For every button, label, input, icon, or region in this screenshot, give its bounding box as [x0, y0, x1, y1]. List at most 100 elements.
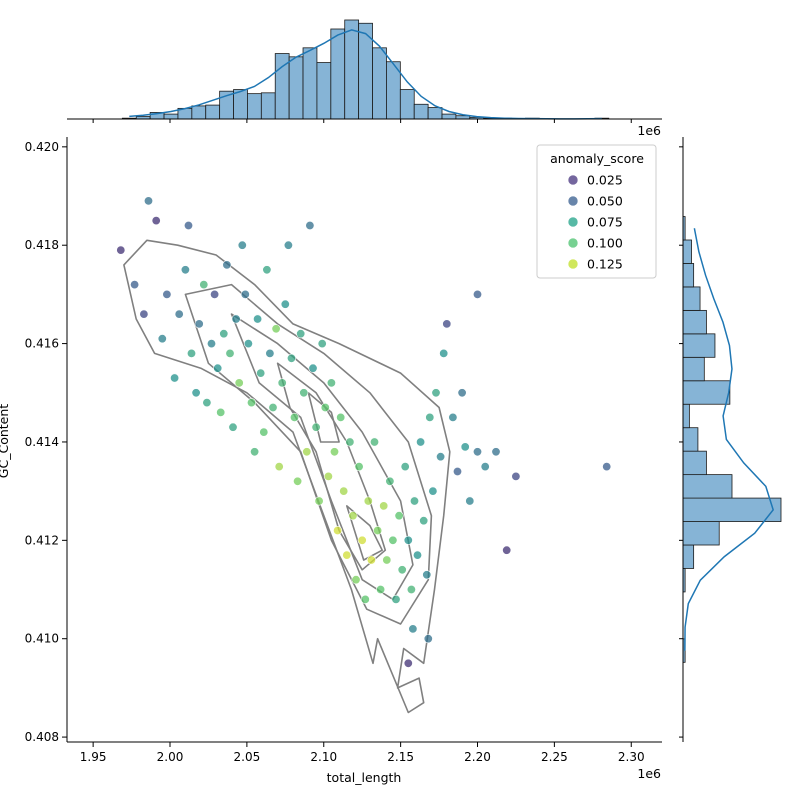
- scatter-point: [320, 402, 330, 412]
- x-axis-label: total_length: [327, 770, 402, 785]
- scatter-point: [602, 462, 612, 472]
- scatter-point: [385, 476, 395, 486]
- kde-contour: [307, 392, 340, 443]
- scatter-point: [262, 265, 272, 275]
- x-tick-label: 2.00: [157, 750, 184, 764]
- scatter-point: [299, 388, 309, 398]
- legend-title: anomaly_score: [550, 151, 644, 166]
- scatter-point: [376, 584, 386, 594]
- scatter-point: [219, 329, 229, 339]
- scatter-point: [277, 378, 287, 388]
- x-tick-label: 2.15: [387, 750, 414, 764]
- scatter-point: [480, 462, 490, 472]
- scatter-point: [250, 447, 260, 457]
- legend-label: 0.050: [587, 194, 623, 209]
- scatter-point: [391, 594, 401, 604]
- y-tick-label: 0.418: [25, 238, 59, 252]
- scatter-point: [339, 486, 349, 496]
- scatter-point: [326, 378, 336, 388]
- scatter-point: [403, 535, 413, 545]
- y-hist-bar: [682, 239, 692, 264]
- y-hist-bar: [682, 427, 699, 452]
- scatter-point: [308, 363, 318, 373]
- scatter-point: [317, 339, 327, 349]
- legend-frame: [536, 144, 657, 279]
- scatter-point: [472, 289, 482, 299]
- y-hist-bar: [682, 544, 695, 569]
- scatter-point: [191, 388, 201, 398]
- scatter-point: [151, 216, 161, 226]
- scatter-point: [472, 447, 482, 457]
- scatter-point: [419, 516, 429, 526]
- scatter-points: [116, 196, 612, 668]
- scatter-point: [231, 314, 241, 324]
- y-hist-bar: [682, 380, 731, 405]
- scatter-point: [296, 329, 306, 339]
- marginal-x-offset-label: 1e6: [637, 123, 661, 138]
- y-tick-label: 0.408: [25, 730, 59, 744]
- scatter-point: [243, 339, 253, 349]
- scatter-point: [366, 555, 376, 565]
- x-hist-bar: [260, 92, 276, 120]
- y-hist-bar: [682, 333, 716, 358]
- scatter-point: [187, 348, 197, 358]
- kde-contour: [123, 239, 451, 714]
- scatter-point: [369, 437, 379, 447]
- scatter-point: [274, 462, 284, 472]
- scatter-point: [311, 422, 321, 432]
- scatter-point: [283, 240, 293, 250]
- y-hist-bar: [682, 309, 707, 335]
- scatter-point: [342, 550, 352, 560]
- scatter-point: [363, 496, 373, 506]
- scatter-point: [240, 289, 250, 299]
- x-hist-bar: [330, 28, 346, 120]
- legend-label: 0.100: [587, 236, 623, 251]
- y-kde-line: [684, 228, 774, 651]
- x-tick-label: 2.10: [310, 750, 337, 764]
- x-hist-bar: [316, 62, 332, 120]
- x-hist-bar: [413, 103, 429, 120]
- kde-contour: [184, 283, 433, 625]
- legend-marker: [567, 258, 579, 270]
- scatter-point: [436, 452, 446, 462]
- x-hist-bar: [163, 113, 179, 120]
- x-tick-label: 2.05: [234, 750, 261, 764]
- scatter-point: [397, 565, 407, 575]
- scatter-point: [416, 437, 426, 447]
- scatter-point: [302, 447, 312, 457]
- scatter-point: [268, 402, 278, 412]
- scatter-point: [388, 535, 398, 545]
- y-hist-bar: [682, 356, 705, 382]
- scatter-point: [360, 594, 370, 604]
- legend-marker: [567, 174, 579, 186]
- scatter-point: [293, 476, 303, 486]
- x-tick-label: 2.25: [541, 750, 568, 764]
- x-hist-bar: [372, 47, 387, 120]
- scatter-point: [286, 353, 296, 363]
- x-hist-bar: [344, 19, 360, 120]
- x-hist-bar: [302, 47, 318, 120]
- scatter-point: [323, 471, 333, 481]
- scatter-point: [511, 471, 521, 481]
- scatter-point: [460, 442, 470, 452]
- scatter-point: [336, 412, 346, 422]
- kde-contour: [230, 313, 414, 601]
- scatter-point: [425, 412, 435, 422]
- scatter-point: [253, 314, 263, 324]
- x-hist-bar: [233, 89, 248, 120]
- scatter-point: [431, 388, 441, 398]
- scatter-point: [259, 427, 269, 437]
- scatter-point: [207, 339, 217, 349]
- scatter-point: [314, 496, 324, 506]
- x-offset-label: 1e6: [637, 766, 661, 781]
- main-axes: 1.95 2.00 2.05 2.10 2.15 2.20 2.25 2.30 0.408 0.4…: [25, 137, 662, 764]
- scatter-point: [439, 348, 449, 358]
- scatter-point: [199, 280, 209, 290]
- scatter-point: [237, 240, 247, 250]
- legend-label: 0.075: [587, 215, 623, 230]
- legend-marker: [567, 216, 579, 228]
- scatter-point: [216, 407, 226, 417]
- scatter-point: [202, 398, 212, 408]
- scatter-point: [225, 348, 235, 358]
- scatter-point: [357, 535, 367, 545]
